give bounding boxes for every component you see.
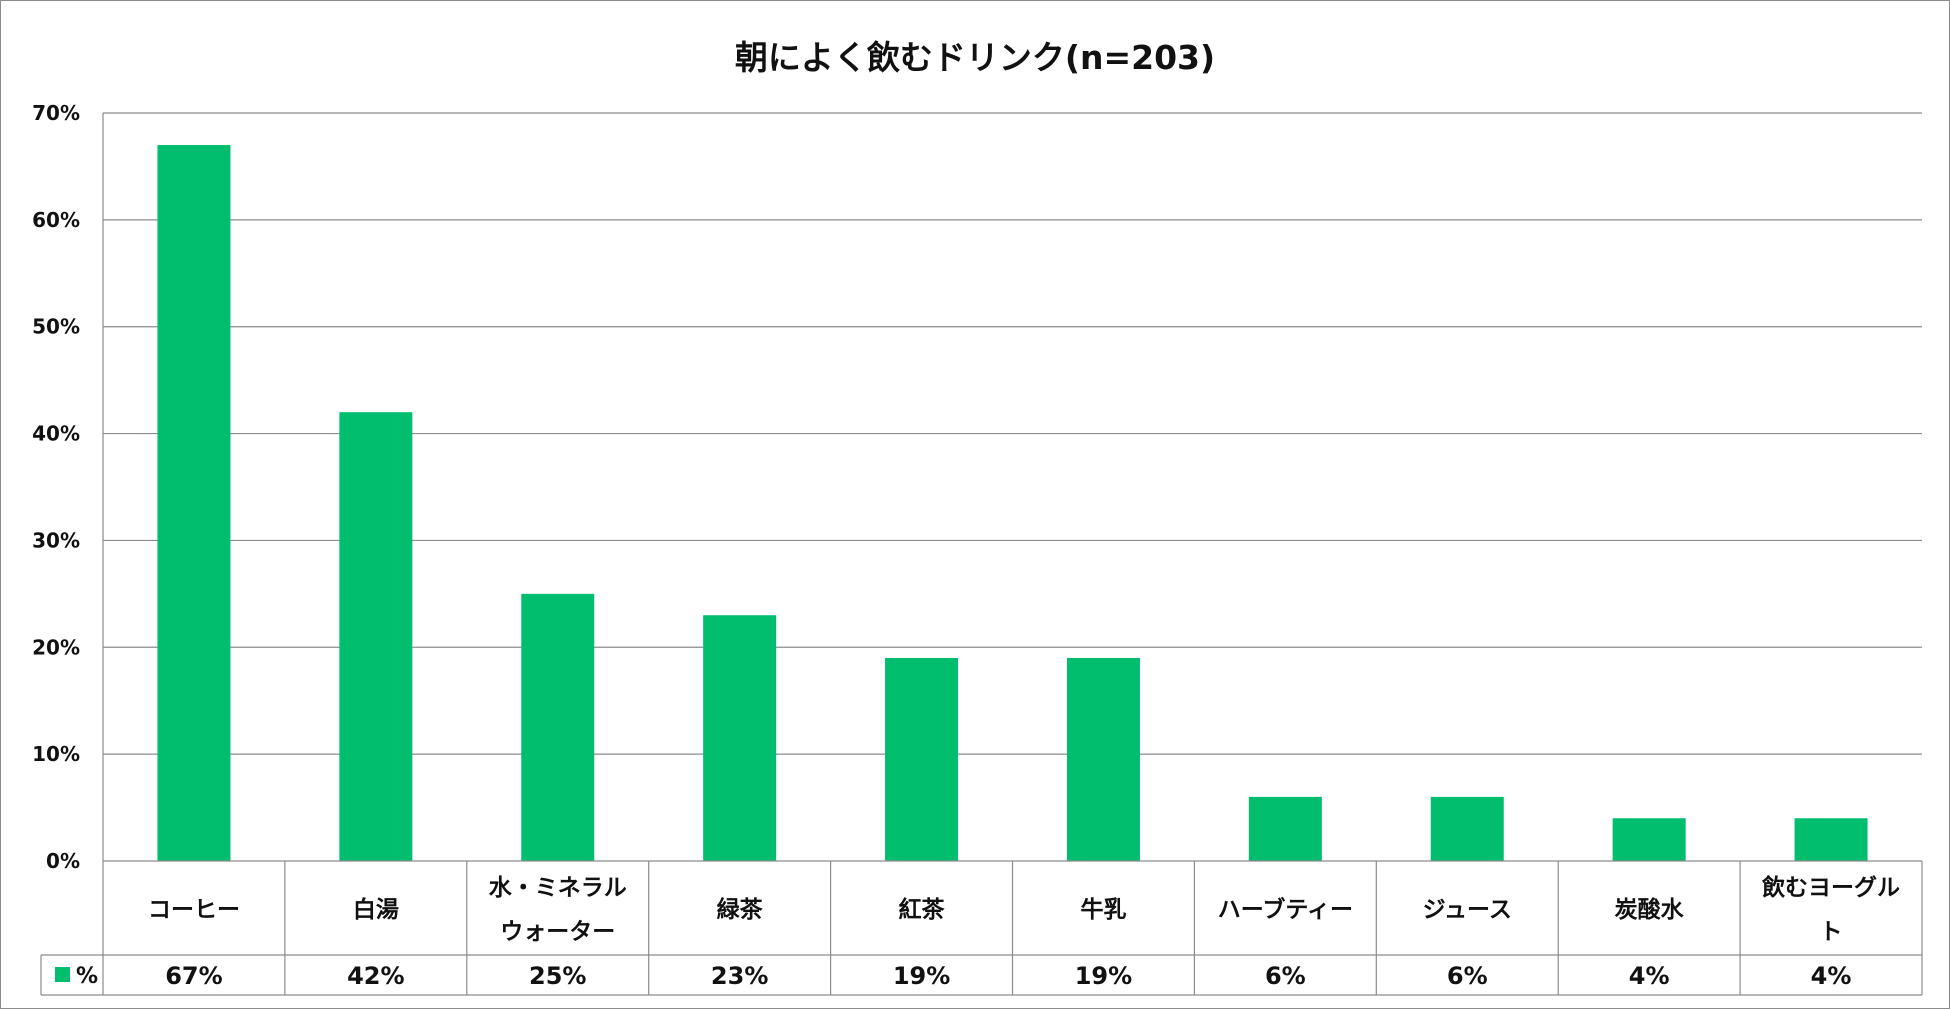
value-label: 6% xyxy=(1447,962,1488,990)
y-tick-label: 30% xyxy=(32,528,80,552)
bar xyxy=(1612,818,1686,861)
bar xyxy=(1248,796,1322,861)
y-axis-tick-labels: 0% 10% 20% 30% 40% 50% 60% 70% xyxy=(32,101,80,873)
category-label: ハーブティー xyxy=(1218,896,1353,923)
value-label: 19% xyxy=(1075,962,1132,990)
value-label: 42% xyxy=(347,962,404,990)
value-label: 23% xyxy=(711,962,768,990)
bar xyxy=(1066,657,1140,861)
y-tick-label: 40% xyxy=(32,422,80,446)
bar xyxy=(1794,818,1868,861)
legend-swatch xyxy=(55,967,70,982)
legend-label: % xyxy=(76,964,98,989)
category-label: コーヒー xyxy=(148,897,240,923)
y-tick-label: 20% xyxy=(32,635,80,659)
y-tick-label: 0% xyxy=(46,849,80,873)
category-label: 飲むヨーグル xyxy=(1761,874,1900,901)
bars xyxy=(157,145,1868,862)
category-label: 紅茶 xyxy=(899,896,946,923)
category-label: ジュース xyxy=(1423,897,1512,923)
bar xyxy=(885,657,959,861)
y-tick-label: 60% xyxy=(32,208,80,232)
chart-title: 朝によく飲むドリンク(n=203) xyxy=(735,38,1215,77)
category-label: ト xyxy=(1820,919,1843,945)
bar xyxy=(157,145,231,862)
value-label: 67% xyxy=(165,962,222,990)
category-label: 緑茶 xyxy=(717,896,764,923)
category-label: ウォーター xyxy=(500,919,615,945)
y-tick-label: 50% xyxy=(32,315,80,339)
bar xyxy=(521,593,595,861)
bar xyxy=(1430,796,1504,861)
y-tick-label: 70% xyxy=(32,101,80,125)
bar xyxy=(339,412,413,861)
value-label: 25% xyxy=(529,962,586,990)
value-label: 4% xyxy=(1811,962,1852,990)
category-label: 水・ミネラル xyxy=(489,875,627,901)
category-label: 炭酸水 xyxy=(1615,897,1685,923)
y-tick-label: 10% xyxy=(32,742,80,766)
value-label: 4% xyxy=(1629,962,1670,990)
category-label: 牛乳 xyxy=(1080,896,1126,923)
value-label: 6% xyxy=(1265,962,1306,990)
category-label: 白湯 xyxy=(353,896,399,923)
value-label: 19% xyxy=(893,962,950,990)
bar xyxy=(703,615,777,861)
